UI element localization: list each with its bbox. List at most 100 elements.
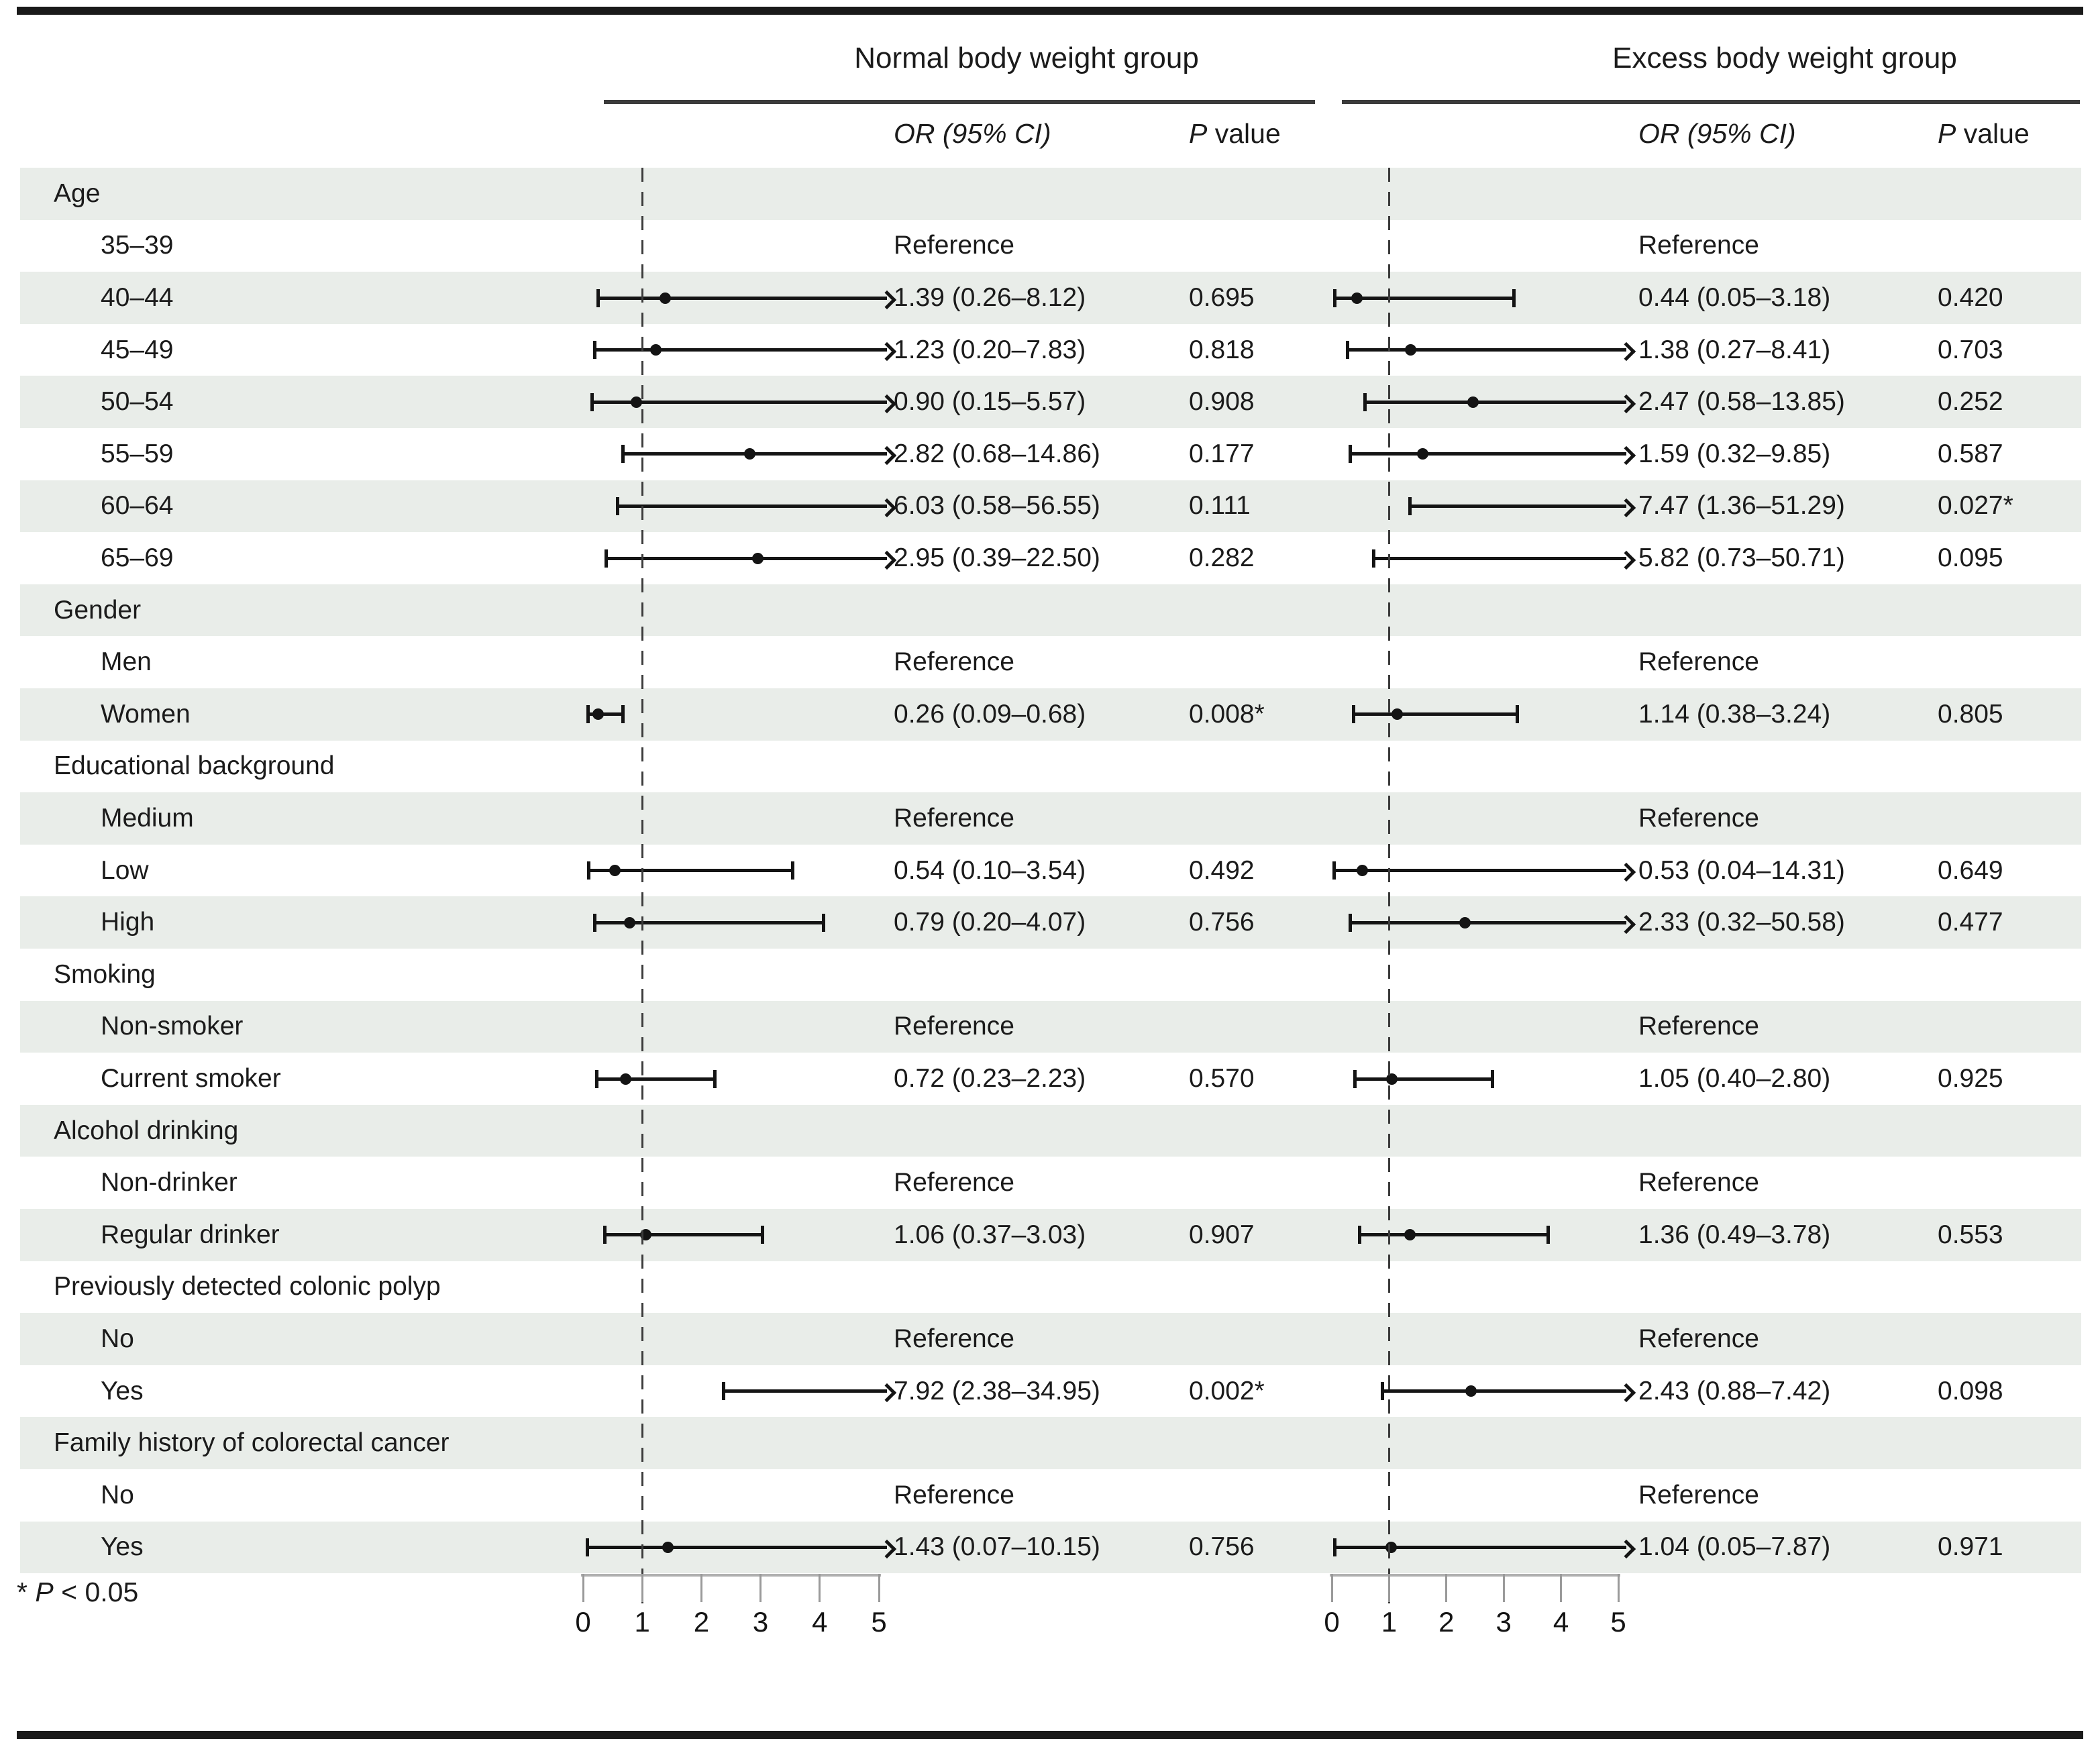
row-stripe [20, 1521, 2081, 1574]
axis-tick [1560, 1574, 1563, 1602]
group-title-excess: Excess body weight group [1612, 42, 1957, 74]
ci-line [1334, 1545, 1626, 1549]
ci-cap-left [1371, 549, 1375, 568]
ci-line [588, 712, 623, 716]
ci-line [594, 348, 887, 352]
p-column-header-excess: P value [1938, 118, 2030, 150]
p-value: 0.805 [1938, 699, 2003, 729]
ci-cap-left [585, 1538, 589, 1556]
reference-text: Reference [1638, 804, 1759, 833]
ci-line [1359, 1233, 1548, 1237]
or-point [624, 916, 636, 928]
group-underline-excess [1342, 100, 2080, 104]
p-value: 0.907 [1189, 1220, 1255, 1249]
axis-tick-label: 5 [871, 1606, 887, 1638]
row-label: Smoking [54, 959, 156, 989]
or-point [1356, 865, 1368, 877]
or-point [1404, 1229, 1416, 1241]
row-stripe [20, 168, 2081, 220]
or-point [662, 1541, 674, 1553]
or-ci-value: 2.82 (0.68–14.86) [894, 439, 1100, 468]
ci-cap-left [1345, 341, 1349, 360]
ci-cap-left [1380, 1382, 1384, 1401]
or-point [1405, 344, 1417, 356]
bottom-rule [17, 1731, 2083, 1739]
or-point [630, 396, 642, 408]
ci-line [723, 1389, 887, 1393]
p-value: 0.756 [1189, 908, 1255, 937]
ci-cap-right [1490, 1069, 1494, 1088]
ci-line [1365, 400, 1626, 404]
row-stripe [20, 1000, 2081, 1053]
row-stripe [20, 584, 2081, 637]
p-value: 0.492 [1189, 855, 1255, 885]
or-point [744, 448, 756, 460]
ci-cap-left [1332, 861, 1336, 880]
p-header-rest: value [1956, 118, 2030, 149]
or-point [592, 708, 605, 721]
reference-dashed-line [641, 168, 643, 1603]
p-value: 0.098 [1938, 1376, 2003, 1405]
or-point [751, 552, 764, 564]
p-value: 0.252 [1938, 387, 2003, 417]
ci-cap-left [1408, 496, 1412, 515]
reference-text: Reference [1638, 1324, 1759, 1353]
reference-text: Reference [894, 1012, 1014, 1041]
arrow-right-icon [1616, 862, 1636, 882]
row-label: Family history of colorectal cancer [54, 1428, 450, 1458]
arrow-right-icon [1616, 446, 1636, 466]
or-ci-value: 1.14 (0.38–3.24) [1638, 699, 1831, 729]
ci-cap-right [1546, 1226, 1551, 1244]
or-point [1417, 448, 1429, 460]
p-header-italic: P [1938, 118, 1956, 149]
ci-line [594, 920, 824, 924]
top-rule [17, 7, 2083, 15]
row-label: Alcohol drinking [54, 1116, 239, 1145]
ci-cap-left [593, 341, 597, 360]
p-value: 0.695 [1189, 283, 1255, 312]
row-label: Previously detected colonic polyp [54, 1272, 441, 1302]
ci-cap-right [621, 705, 625, 724]
ci-cap-left [1332, 288, 1336, 307]
row-label: High [101, 908, 155, 937]
row-stripe [20, 376, 2081, 428]
footnote-rest: < 0.05 [53, 1577, 139, 1607]
or-ci-value: 1.36 (0.49–3.78) [1638, 1220, 1831, 1249]
row-label: Educational background [54, 751, 335, 781]
or-column-header-excess: OR (95% CI) [1638, 118, 1796, 149]
row-stripe [20, 1209, 2081, 1261]
row-label: 55–59 [101, 439, 174, 468]
axis-tick [1330, 1574, 1333, 1602]
significance-footnote: * P < 0.05 [17, 1577, 138, 1608]
ci-cap-left [604, 549, 608, 568]
ci-cap-left [596, 288, 600, 307]
ci-cap-left [587, 861, 591, 880]
ci-cap-left [594, 1069, 598, 1088]
ci-line [1355, 1077, 1493, 1081]
or-ci-value: 0.79 (0.20–4.07) [894, 908, 1086, 937]
row-stripe [20, 792, 2081, 845]
row-label: Current smoker [101, 1064, 281, 1093]
reference-text: Reference [1638, 647, 1759, 677]
row-stripe [20, 480, 2081, 533]
or-column-header-normal: OR (95% CI) [894, 118, 1051, 149]
arrow-right-icon [1616, 550, 1636, 570]
ci-line [596, 1077, 715, 1081]
or-point [649, 344, 662, 356]
axis-tick [759, 1574, 762, 1602]
axis-tick [1387, 1574, 1390, 1602]
axis-tick [819, 1574, 821, 1602]
ci-cap-right [760, 1226, 764, 1244]
axis-tick-label: 1 [1381, 1606, 1398, 1638]
or-ci-value: 1.06 (0.37–3.03) [894, 1220, 1086, 1249]
ci-cap-left [1348, 445, 1352, 464]
row-label: Medium [101, 804, 194, 833]
ci-line [1410, 504, 1626, 508]
ci-line [1382, 1389, 1626, 1393]
or-ci-value: 1.43 (0.07–10.15) [894, 1532, 1100, 1562]
row-label: Regular drinker [101, 1220, 280, 1249]
p-column-header-normal: P value [1189, 118, 1281, 150]
ci-line [1353, 712, 1518, 716]
or-ci-value: 0.44 (0.05–3.18) [1638, 283, 1831, 312]
